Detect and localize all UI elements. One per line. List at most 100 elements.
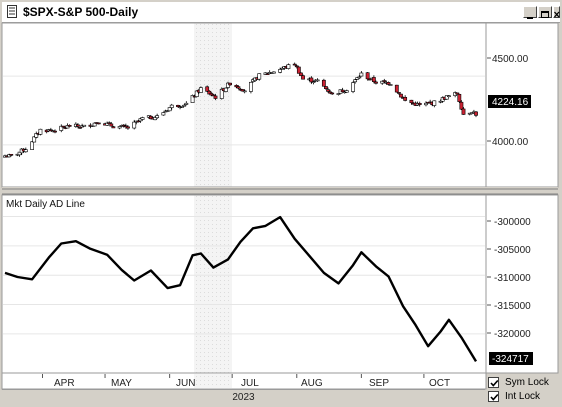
candle (474, 110, 478, 118)
ad-tick-label: -320000 (494, 329, 531, 340)
candle (403, 95, 408, 102)
candle (296, 66, 301, 74)
candle (309, 76, 314, 85)
candle (167, 107, 172, 112)
price-axis[interactable]: 4500.00 4000.00 4224.16 (485, 22, 559, 188)
candle (236, 85, 241, 90)
candle (190, 94, 195, 103)
candle (30, 141, 34, 150)
candle (461, 107, 466, 115)
ad-line-series (4, 215, 478, 363)
month-label: OCT (429, 378, 450, 389)
close-button[interactable] (553, 6, 560, 18)
year-bar: 2023 (2, 389, 485, 406)
candle (457, 93, 462, 103)
minimize-icon (527, 17, 533, 19)
candle (59, 124, 64, 133)
price-tick-label: 4000.00 (492, 137, 529, 148)
candle (257, 73, 262, 81)
int-lock-checkbox[interactable]: Int Lock (488, 391, 560, 404)
candle (294, 64, 299, 69)
candle (234, 84, 239, 89)
last-ad-label: -324717 (492, 354, 529, 365)
maximize-button[interactable] (538, 6, 552, 18)
candle (328, 89, 333, 94)
candle (82, 124, 87, 127)
candle (336, 93, 341, 96)
sym-lock-label: Sym Lock (505, 377, 549, 388)
candle (194, 90, 199, 98)
candle (123, 123, 128, 129)
candle (365, 72, 370, 81)
indicator-axis[interactable]: -300000 -305000 -310000 -315000 -320000 … (485, 194, 559, 374)
candlestick-series (3, 62, 478, 158)
candle (399, 93, 403, 98)
candle (32, 136, 37, 143)
candle (78, 126, 82, 129)
candle (155, 113, 160, 120)
candle (169, 103, 174, 110)
candle (359, 71, 364, 77)
candle (355, 77, 360, 80)
candle (17, 151, 22, 157)
candle (226, 81, 230, 89)
candle (76, 123, 80, 129)
candle (180, 105, 185, 108)
candle (67, 124, 72, 127)
candle (182, 104, 187, 107)
candle (330, 92, 335, 95)
indicator-panel[interactable]: Mkt Daily AD Line (1, 194, 487, 374)
candle (292, 62, 297, 66)
candle (396, 92, 401, 95)
candle (34, 131, 39, 139)
time-axis[interactable]: APR MAY JUN JUL AUG SEP OCT (1, 372, 487, 390)
sym-lock-checkbox[interactable]: Sym Lock (488, 377, 560, 390)
indicator-ticks (487, 220, 491, 334)
candle (117, 125, 122, 130)
candle (136, 119, 141, 123)
candle (367, 78, 372, 81)
candle (351, 81, 355, 94)
candle (219, 87, 224, 100)
minimize-button[interactable] (523, 6, 537, 19)
candle (53, 129, 57, 134)
candle (326, 87, 330, 93)
ad-tick-label: -315000 (494, 301, 531, 312)
month-label: AUG (301, 378, 323, 389)
candle (394, 84, 399, 93)
candle (371, 75, 376, 84)
candle (48, 127, 53, 132)
candle (9, 153, 14, 157)
price-tick-label: 4500.00 (492, 54, 529, 65)
candle (299, 72, 303, 76)
candle (199, 86, 203, 93)
window-title: $SPX-S&P 500-Daily (23, 5, 139, 19)
price-panel[interactable] (1, 22, 487, 188)
candle (424, 101, 428, 107)
int-lock-box[interactable] (488, 391, 499, 402)
candle (249, 81, 253, 94)
candle (148, 115, 153, 120)
checkmark-icon (490, 379, 499, 387)
candle (176, 104, 180, 108)
candle (23, 147, 28, 153)
candle (459, 100, 464, 111)
candle (207, 89, 212, 95)
ad-tick-label: -310000 (494, 273, 531, 284)
candle (280, 66, 285, 70)
candle (447, 95, 451, 98)
candle (140, 116, 145, 121)
candle (417, 101, 422, 107)
candle (438, 99, 443, 104)
candle (126, 125, 130, 130)
window-icon (7, 5, 17, 18)
month-label: JUN (176, 378, 195, 389)
candle (382, 78, 387, 84)
candle (111, 126, 116, 129)
candle (38, 128, 43, 136)
candle (278, 67, 282, 74)
candle (444, 95, 449, 100)
sym-lock-box[interactable] (488, 377, 499, 388)
